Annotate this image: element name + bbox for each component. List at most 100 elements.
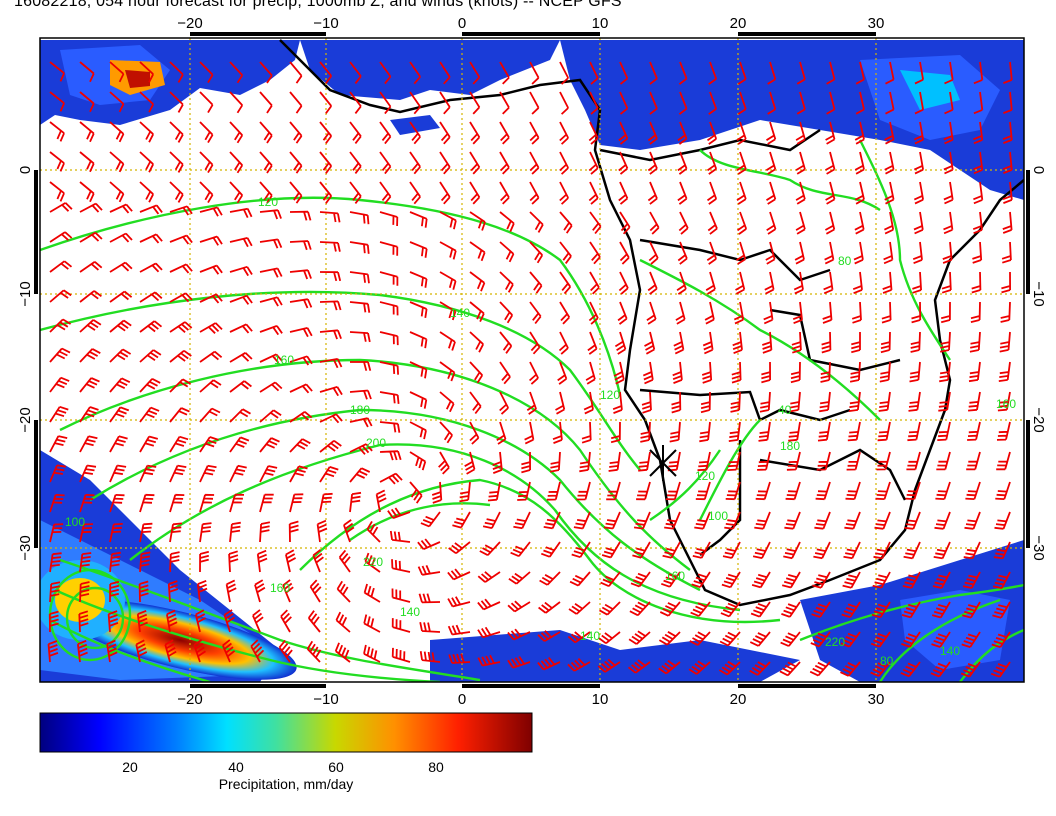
wind-barb — [705, 271, 716, 295]
wind-barb — [636, 481, 651, 501]
wind-barb — [579, 451, 591, 473]
wind-barb — [49, 405, 69, 423]
wind-barb — [766, 151, 777, 175]
wind-barb — [750, 601, 771, 618]
wind-barb — [855, 91, 865, 115]
wind-barb — [942, 241, 953, 264]
wind-barb — [379, 121, 392, 145]
wind-barb — [289, 383, 313, 394]
wind-barb — [1001, 241, 1012, 264]
wind-barb — [706, 121, 718, 145]
wind-barb — [259, 267, 283, 278]
wind-barb — [641, 391, 652, 414]
wind-barb — [169, 263, 193, 274]
wind-barb — [766, 181, 777, 205]
wind-barb — [49, 494, 65, 513]
wind-barb — [199, 181, 214, 204]
wind-barb — [439, 271, 457, 290]
wind-barb — [909, 361, 921, 383]
colorbar-gradient — [39, 712, 533, 753]
wind-barb — [499, 121, 510, 145]
wind-barb — [588, 301, 599, 325]
wind-barb — [349, 389, 372, 400]
wind-barb — [106, 639, 118, 663]
lon-label: 30 — [868, 691, 885, 708]
wind-barb — [935, 481, 951, 500]
wind-barb — [79, 290, 102, 303]
wind-barb — [409, 91, 421, 115]
wind-barb — [139, 551, 151, 573]
wind-barb — [409, 181, 421, 205]
wind-barb — [751, 571, 771, 589]
wind-barb — [691, 571, 711, 588]
contour-label: 160 — [270, 581, 290, 595]
wind-barb — [169, 91, 184, 113]
wind-barb — [786, 451, 801, 471]
wind-barb — [694, 511, 711, 530]
wind-barb — [628, 630, 651, 645]
wind-barb — [349, 443, 373, 455]
wind-barb — [169, 234, 193, 245]
wind-barb — [379, 361, 399, 375]
wind-barb — [109, 232, 133, 243]
wind-barb — [914, 61, 924, 85]
wind-barb — [259, 151, 273, 174]
wind-barb — [409, 121, 421, 145]
wind-barb — [675, 301, 686, 325]
wind-barb — [933, 541, 951, 560]
contour-label: 140 — [400, 605, 420, 619]
wind-barb — [259, 61, 273, 84]
wind-barb — [439, 421, 453, 444]
wind-barb — [439, 301, 457, 321]
wind-barb — [349, 491, 362, 513]
wind-barb — [499, 241, 515, 263]
wind-barb — [420, 511, 441, 528]
wind-barb — [363, 614, 381, 633]
wind-barb — [767, 91, 777, 115]
wind-barb — [993, 541, 1011, 560]
wind-barb — [841, 601, 861, 619]
contour-label: 80 — [838, 254, 852, 268]
contour-label: 40 — [778, 403, 792, 417]
wind-barb — [289, 465, 308, 483]
colorbar-tick: 60 — [328, 759, 344, 775]
wind-barb — [47, 640, 59, 663]
wind-barb — [469, 61, 481, 85]
wind-barb — [724, 511, 741, 530]
wind-barb — [851, 332, 861, 354]
wind-barb — [167, 580, 179, 603]
contour-label: 200 — [366, 436, 386, 450]
wind-barb — [853, 241, 864, 265]
wind-barb — [825, 181, 836, 205]
wind-barb — [969, 331, 981, 353]
wind-barb — [973, 91, 984, 115]
wind-barb — [559, 61, 570, 85]
lat-label: 0 — [17, 166, 34, 174]
wind-barb — [996, 421, 1011, 441]
wind-barb — [970, 301, 981, 323]
wind-barb — [138, 580, 149, 603]
wind-barb — [289, 355, 313, 366]
lat-label: −30 — [17, 535, 34, 560]
wind-barb — [755, 481, 771, 501]
wind-barb — [529, 301, 542, 325]
wind-barb — [529, 271, 543, 294]
wind-barb — [780, 631, 801, 647]
wind-barb — [822, 301, 833, 324]
wind-barb — [826, 61, 836, 85]
wind-barb — [199, 61, 214, 84]
wind-barb — [169, 522, 183, 543]
wind-barb — [720, 601, 741, 618]
wind-barb — [319, 329, 342, 340]
wind-barb — [49, 581, 61, 603]
wind-barb — [391, 588, 411, 603]
wind-barb — [576, 481, 591, 501]
wind-barb — [661, 571, 681, 588]
wind-barb — [229, 436, 250, 453]
wind-barb — [559, 301, 571, 325]
wind-barb — [912, 241, 923, 265]
wind-barb — [319, 492, 333, 513]
wind-barb — [282, 579, 294, 603]
wind-barb — [49, 464, 67, 483]
